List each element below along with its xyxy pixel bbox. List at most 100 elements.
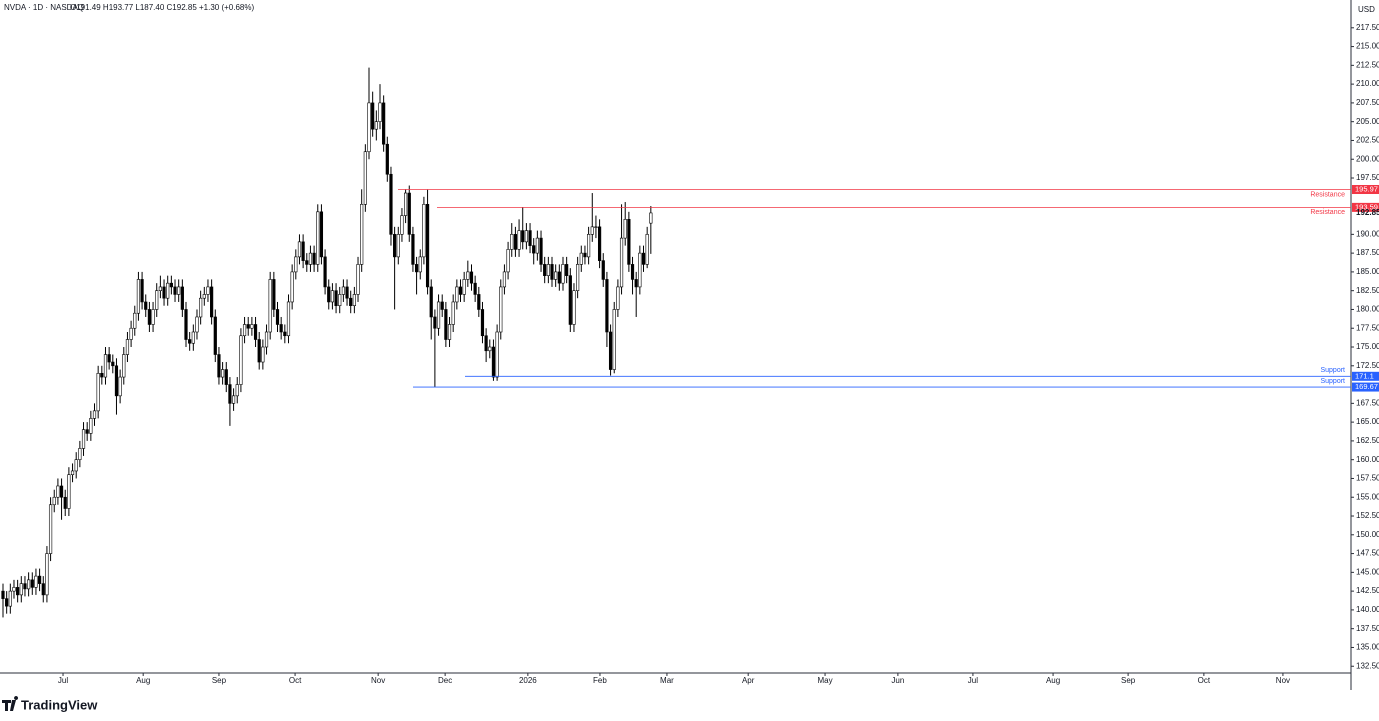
y-tick-label: 155.00 (1356, 492, 1379, 501)
x-tick-label: Sep (212, 676, 227, 685)
candle-body (246, 324, 250, 329)
candle-body (367, 102, 371, 153)
candle-body (568, 275, 572, 325)
candle-body (275, 309, 280, 325)
candle-body (356, 264, 360, 295)
x-tick-label: Nov (1276, 676, 1290, 685)
price-tag-label: 193.59 (1355, 202, 1378, 211)
candle-body (495, 331, 499, 378)
candle-body (491, 346, 496, 378)
candle-body (89, 418, 93, 434)
candle-body (19, 583, 23, 596)
candle-body (619, 237, 624, 288)
y-tick-label: 167.50 (1356, 398, 1379, 407)
y-tick-label: 200.00 (1356, 154, 1379, 163)
candle-body (195, 316, 199, 333)
candle-body (649, 212, 653, 224)
candle-body (623, 219, 627, 239)
brand: TradingView (21, 697, 98, 712)
candle-body (436, 301, 441, 329)
candle-body (605, 279, 609, 333)
candle-body (425, 204, 430, 288)
y-tick-label: 132.50 (1356, 661, 1379, 670)
price-tag (1352, 202, 1379, 212)
candle-body (107, 354, 111, 363)
candle-body (455, 286, 459, 303)
candle-body (583, 252, 587, 258)
y-tick-label: 140.00 (1356, 605, 1379, 614)
candle-body (235, 384, 239, 397)
y-tick-label: 175.00 (1356, 342, 1379, 351)
candle-body (433, 316, 437, 329)
candle-body (34, 575, 38, 588)
y-tick-label: 187.50 (1356, 248, 1379, 257)
y-tick-label: 147.50 (1356, 549, 1379, 558)
candle-body (535, 237, 539, 254)
candle-body (561, 264, 565, 284)
candle-body (319, 211, 324, 258)
candle-body (59, 485, 64, 498)
candle-body (612, 309, 616, 370)
y-tick-label: 135.00 (1356, 643, 1379, 652)
x-tick-label: Apr (742, 676, 755, 685)
candle-body (488, 346, 492, 352)
candle-body (305, 260, 309, 265)
candle-body (594, 226, 598, 228)
candle-body (400, 215, 404, 235)
x-tick-label: Oct (1198, 676, 1211, 685)
candle-body (521, 230, 525, 243)
candle-body (290, 271, 294, 303)
candle-body (70, 470, 75, 476)
x-tick-label: Jun (891, 676, 904, 685)
x-tick-label: Nov (371, 676, 385, 685)
price-tag (1352, 382, 1379, 392)
candle-body (140, 279, 144, 303)
y-tick-label: 217.50 (1356, 23, 1379, 32)
x-tick-label: May (817, 676, 832, 685)
currency: USD (1358, 5, 1375, 14)
x-tick-label: Dec (438, 676, 452, 685)
y-tick-label: 162.50 (1356, 436, 1379, 445)
candle-body (301, 241, 305, 261)
y-tick-label: 197.50 (1356, 173, 1379, 182)
price-tag (1352, 371, 1379, 381)
last-price-label: 192.85 (1356, 208, 1379, 217)
candle-body (242, 324, 247, 337)
candle-body (484, 335, 488, 352)
candle-body (382, 102, 386, 145)
candle-body (133, 312, 137, 329)
candle-body (27, 579, 31, 590)
candle-body (466, 271, 470, 280)
candle-body (641, 252, 646, 265)
candle-body (330, 290, 335, 303)
candle-body (268, 279, 272, 333)
candle-body (378, 102, 382, 122)
candle-body (147, 309, 152, 325)
candle-body (231, 395, 236, 404)
y-tick-label: 160.00 (1356, 455, 1379, 464)
x-tick-label: Aug (1046, 676, 1060, 685)
candle-body (155, 290, 159, 310)
candle-body (166, 282, 170, 299)
price-tag-label: 169.67 (1355, 382, 1378, 391)
candle-body (539, 237, 543, 265)
candle-body (576, 264, 580, 291)
y-tick-label: 205.00 (1356, 117, 1379, 126)
level-label: Resistance (1310, 209, 1345, 216)
candle-body (74, 459, 78, 472)
candle-body (308, 252, 313, 265)
candle-body (429, 286, 433, 318)
y-tick-label: 212.50 (1356, 60, 1379, 69)
candle-body (414, 264, 419, 273)
symbol-title: NVDA · 1D · NASDAQ (4, 3, 84, 12)
candle-body (16, 587, 20, 596)
x-tick-label: Jul (968, 676, 978, 685)
x-tick-label: Sep (1121, 676, 1136, 685)
candle-body (444, 309, 448, 340)
y-tick-label: 177.50 (1356, 323, 1379, 332)
candle-body (114, 365, 119, 397)
candle-body (543, 264, 547, 276)
candle-body (129, 327, 133, 340)
